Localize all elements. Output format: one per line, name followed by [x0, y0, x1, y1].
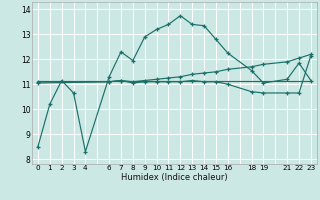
- X-axis label: Humidex (Indice chaleur): Humidex (Indice chaleur): [121, 173, 228, 182]
